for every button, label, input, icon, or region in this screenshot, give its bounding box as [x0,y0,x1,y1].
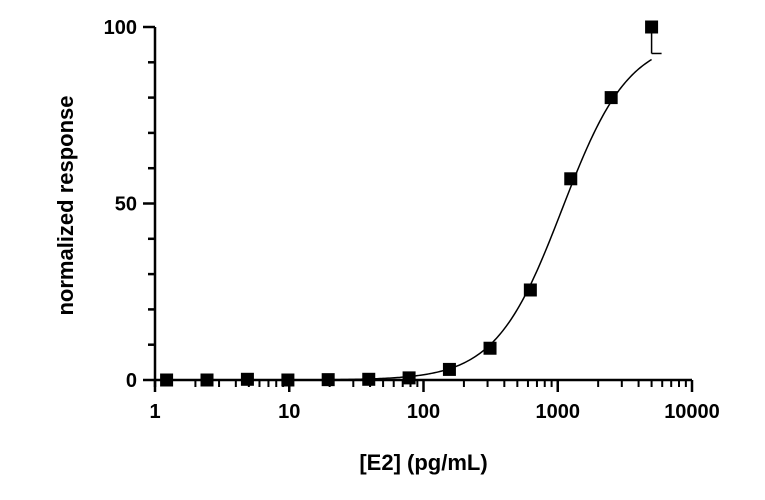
y-tick-label: 50 [115,194,137,216]
axes [143,25,694,392]
data-points [160,20,659,387]
data-point [604,91,618,105]
data-point [645,20,659,34]
data-point [200,373,214,387]
data-point [402,371,416,385]
x-tick-label: 100 [407,401,440,423]
data-point [160,373,174,387]
x-tick-label: 10000 [664,401,720,423]
y-tick-label: 100 [104,17,137,39]
data-point [523,283,537,297]
data-point [281,373,295,387]
x-tick-label: 1 [149,401,160,423]
fit-curve [166,58,652,381]
data-point [321,373,335,387]
data-point [483,341,497,355]
y-axis-title: normalized response [53,95,78,315]
x-tick-label: 1000 [536,401,581,423]
y-tick-label: 0 [126,370,137,392]
data-point [362,372,376,386]
x-tick-label: 10 [278,401,300,423]
x-axis-title: [E2] (pg/mL) [359,450,487,475]
x-tick-labels: 1 10 100 1000 10000 [149,401,719,423]
y-tick-labels: 0 50 100 [104,17,137,392]
data-point [442,362,456,376]
data-point [240,372,254,386]
data-point [564,172,578,186]
